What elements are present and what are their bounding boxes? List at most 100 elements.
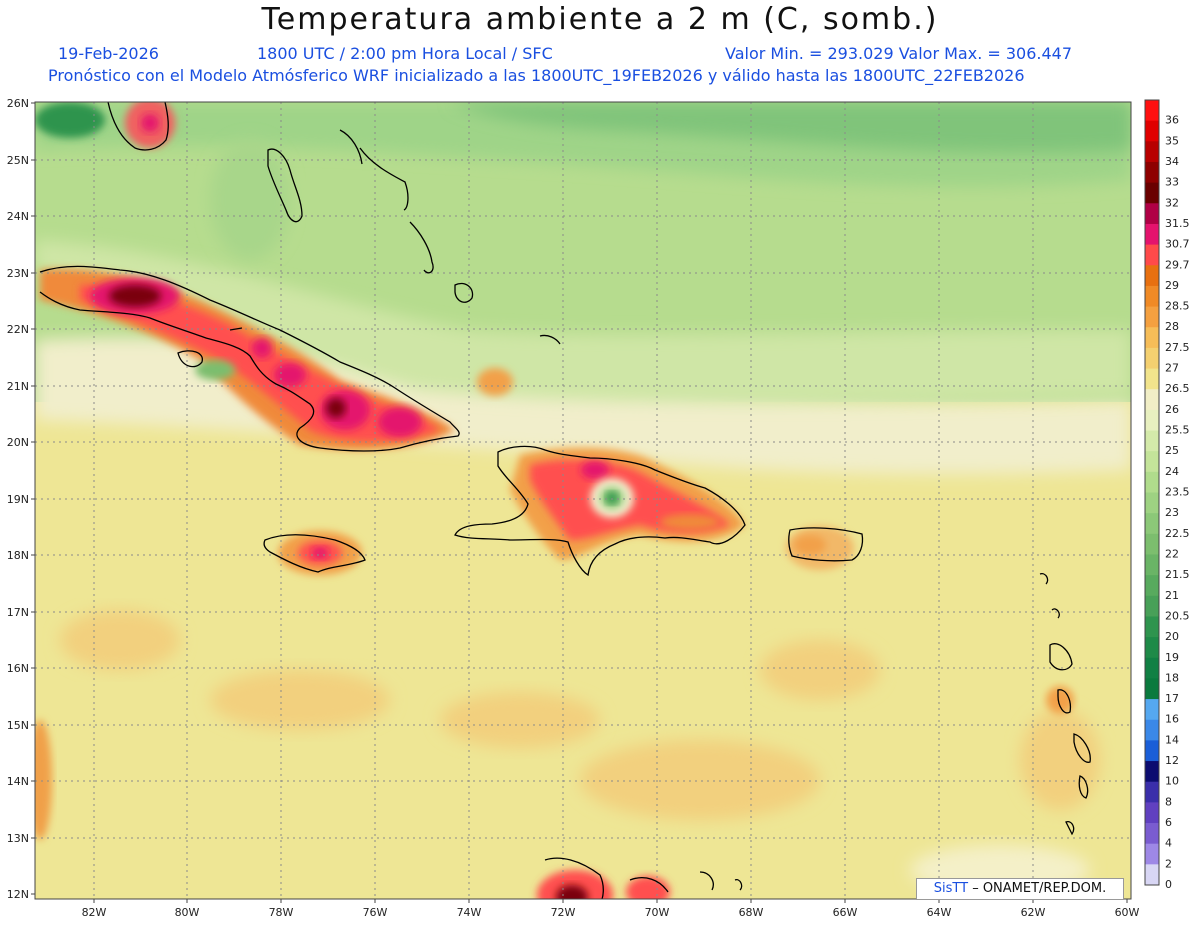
lat-label: 12N bbox=[7, 888, 29, 901]
map-title: Temperatura ambiente a 2 m (C, somb.) bbox=[261, 2, 939, 37]
colorbar-label: 26.5 bbox=[1165, 382, 1190, 395]
colorbar-label: 8 bbox=[1165, 795, 1172, 808]
colorbar-label: 27.5 bbox=[1165, 341, 1190, 354]
colorbar-swatch bbox=[1145, 223, 1159, 246]
jamaica-coast bbox=[263, 534, 366, 573]
lon-label: 60W bbox=[1115, 906, 1140, 919]
colorbar-swatch bbox=[1145, 843, 1159, 865]
colorbar-label: 35 bbox=[1165, 134, 1179, 147]
forecast-date: 19-Feb-2026 bbox=[58, 44, 159, 63]
colorbar-label: 29 bbox=[1165, 279, 1179, 292]
map-frame bbox=[34, 101, 1132, 900]
colorbar-swatch bbox=[1145, 120, 1159, 142]
colorbar-swatch bbox=[1145, 533, 1159, 555]
lat-label: 14N bbox=[7, 775, 29, 788]
colorbar-swatch bbox=[1145, 471, 1159, 493]
colorbar-swatch bbox=[1145, 719, 1159, 741]
colorbar-swatch bbox=[1145, 409, 1159, 432]
colorbar-label: 34 bbox=[1165, 155, 1179, 168]
colorbar-label: 36 bbox=[1165, 114, 1179, 127]
lat-lon-grid bbox=[35, 102, 1131, 899]
lat-label: 23N bbox=[7, 267, 29, 280]
bahamas-inagua bbox=[454, 282, 474, 303]
colorbar-swatch bbox=[1145, 100, 1159, 122]
colorbar-label: 27 bbox=[1165, 362, 1179, 375]
lat-label: 26N bbox=[7, 97, 29, 110]
colorbar-swatch bbox=[1145, 616, 1159, 638]
bahamas-andros bbox=[267, 148, 303, 223]
lat-ticks bbox=[31, 102, 35, 895]
lat-label: 17N bbox=[7, 606, 29, 619]
puerto-rico-coast bbox=[788, 527, 864, 562]
colorbar-swatch bbox=[1145, 781, 1159, 803]
colorbar-swatch bbox=[1145, 141, 1159, 163]
colorbar-swatch bbox=[1145, 306, 1159, 328]
lat-label: 13N bbox=[7, 832, 29, 845]
colorbar-swatch bbox=[1145, 389, 1159, 411]
hispaniola-coast bbox=[454, 445, 746, 577]
lesser-antilles bbox=[1039, 573, 1091, 836]
lat-label: 24N bbox=[7, 210, 29, 223]
colorbar-swatch bbox=[1145, 637, 1159, 659]
colorbar-swatch bbox=[1145, 161, 1159, 184]
lat-label: 25N bbox=[7, 154, 29, 167]
colorbar-label: 18 bbox=[1165, 671, 1179, 684]
lat-label: 22N bbox=[7, 323, 29, 336]
credit-text: – ONAMET/REP.DOM. bbox=[968, 881, 1107, 896]
lon-label: 74W bbox=[457, 906, 482, 919]
lat-label: 20N bbox=[7, 436, 29, 449]
colorbar-swatch bbox=[1145, 864, 1159, 886]
lon-label: 70W bbox=[645, 906, 670, 919]
lat-label: 16N bbox=[7, 662, 29, 675]
colorbar-label: 19 bbox=[1165, 651, 1179, 664]
colorbar-label: 26 bbox=[1165, 403, 1179, 416]
colorbar-frame bbox=[1144, 99, 1160, 886]
lon-label: 78W bbox=[269, 906, 294, 919]
colorbar-label: 22.5 bbox=[1165, 527, 1190, 540]
colorbar-swatch bbox=[1145, 285, 1159, 308]
colorbar-label: 33 bbox=[1165, 176, 1179, 189]
colorbar-label: 6 bbox=[1165, 816, 1172, 829]
colorbar-label: 0 bbox=[1165, 878, 1172, 891]
lon-label: 68W bbox=[739, 906, 764, 919]
venezuela-coast bbox=[544, 857, 743, 899]
colorbar-label: 20 bbox=[1165, 630, 1179, 643]
colorbar-swatch bbox=[1145, 492, 1159, 514]
lat-label: 19N bbox=[7, 493, 29, 506]
model-run-info: Pronóstico con el Modelo Atmósferico WRF… bbox=[48, 66, 1025, 85]
colorbar-label: 21 bbox=[1165, 589, 1179, 602]
bahamas-abaco bbox=[339, 129, 363, 165]
color-legend: 363534333231.530.729.72928.52827.52726.5… bbox=[1144, 99, 1190, 891]
colorbar-swatch bbox=[1145, 761, 1159, 783]
colorbar-swatch bbox=[1145, 802, 1159, 824]
colorbar-swatch bbox=[1145, 823, 1159, 845]
lon-label: 80W bbox=[175, 906, 200, 919]
colorbar-swatch bbox=[1145, 430, 1159, 452]
cayman-coast bbox=[229, 327, 243, 331]
lon-label: 72W bbox=[551, 906, 576, 919]
colorbar-swatch bbox=[1145, 575, 1159, 597]
temperature-field bbox=[35, 102, 1131, 899]
isla-juventud-coast bbox=[177, 350, 203, 368]
sistt-logo: SisTT bbox=[933, 881, 969, 896]
colorbar-label: 30.7 bbox=[1165, 238, 1190, 251]
colorbar-label: 20.5 bbox=[1165, 609, 1190, 622]
colorbar-swatch bbox=[1145, 595, 1159, 617]
colorbar-swatch bbox=[1145, 513, 1159, 535]
min-max-values: Valor Min. = 293.029 Valor Max. = 306.44… bbox=[725, 44, 1073, 63]
forecast-time: 1800 UTC / 2:00 pm Hora Local / SFC bbox=[257, 44, 553, 63]
lat-axis: 26N 25N 24N 23N 22N 21N 20N 19N 18N 17N … bbox=[7, 97, 29, 901]
colorbar-swatch bbox=[1145, 327, 1159, 349]
colorbar-label: 24 bbox=[1165, 465, 1179, 478]
lon-label: 64W bbox=[927, 906, 952, 919]
lat-label: 15N bbox=[7, 719, 29, 732]
colorbar-swatch bbox=[1145, 182, 1159, 204]
colorbar-swatch bbox=[1145, 265, 1159, 287]
bahamas-long bbox=[409, 221, 434, 274]
colorbar-label: 21.5 bbox=[1165, 568, 1190, 581]
florida-coast bbox=[107, 102, 169, 151]
colorbar-swatch bbox=[1145, 203, 1159, 225]
colorbar-label: 28.5 bbox=[1165, 300, 1190, 313]
colorbar-label: 16 bbox=[1165, 713, 1179, 726]
